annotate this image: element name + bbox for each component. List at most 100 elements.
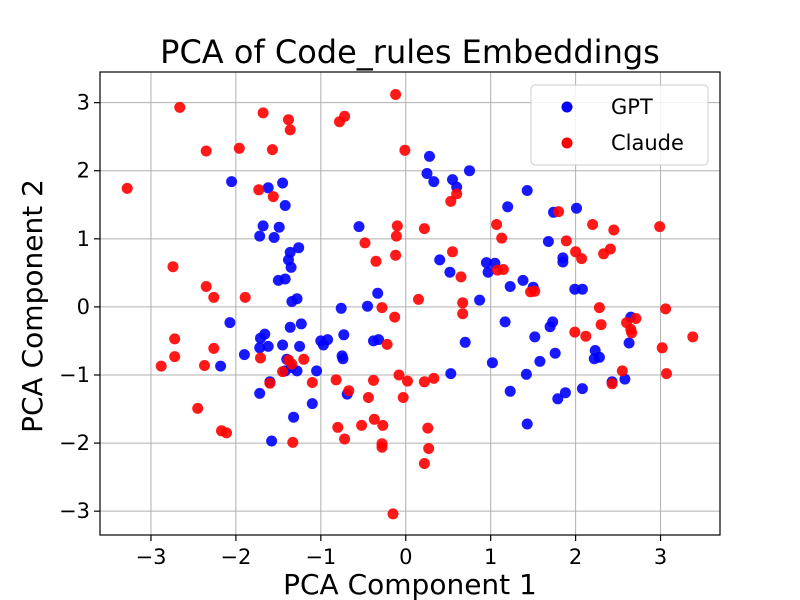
- data-point-gpt: [434, 254, 446, 266]
- data-point-claude: [553, 206, 565, 218]
- data-point-claude: [199, 360, 210, 371]
- data-point-claude: [397, 392, 409, 403]
- data-point-claude: [447, 246, 458, 258]
- data-point-claude: [660, 303, 672, 315]
- data-point-claude: [389, 311, 401, 323]
- data-point-claude: [423, 443, 435, 454]
- data-point-claude: [257, 107, 269, 119]
- data-point-gpt: [353, 221, 365, 233]
- data-point-gpt: [284, 321, 296, 333]
- data-point-claude: [399, 144, 411, 156]
- legend-label: Claude: [611, 131, 684, 155]
- data-points: [121, 89, 699, 520]
- data-point-claude: [332, 421, 344, 433]
- data-point-claude: [457, 297, 469, 309]
- data-point-claude: [587, 219, 599, 230]
- data-point-gpt: [335, 302, 347, 314]
- data-point-claude: [376, 302, 388, 314]
- y-tick-label: −1: [59, 363, 90, 387]
- data-point-claude: [656, 342, 668, 354]
- data-point-claude: [376, 441, 388, 453]
- data-point-gpt: [322, 334, 334, 346]
- data-point-gpt: [294, 340, 306, 352]
- data-point-claude: [267, 191, 279, 203]
- data-point-claude: [330, 374, 342, 386]
- data-point-claude: [616, 365, 628, 377]
- data-point-claude: [391, 220, 403, 232]
- legend-marker: [561, 101, 573, 113]
- data-point-claude: [661, 368, 672, 380]
- data-point-claude: [608, 224, 620, 236]
- data-point-claude: [593, 302, 605, 314]
- data-point-claude: [390, 89, 402, 100]
- data-point-gpt: [557, 256, 569, 268]
- data-point-gpt: [277, 177, 289, 189]
- data-point-claude: [343, 385, 355, 397]
- data-point-claude: [445, 195, 457, 207]
- data-point-gpt: [277, 339, 289, 351]
- data-point-gpt: [368, 335, 379, 347]
- data-point-gpt: [474, 294, 486, 306]
- data-point-gpt: [311, 365, 323, 377]
- data-point-gpt: [534, 355, 546, 367]
- data-point-claude: [356, 419, 368, 431]
- y-tick-label: −2: [59, 431, 90, 455]
- data-point-claude: [368, 374, 379, 386]
- data-point-claude: [418, 223, 430, 235]
- data-point-gpt: [215, 360, 227, 372]
- data-point-claude: [208, 342, 220, 354]
- data-point-gpt: [428, 176, 440, 188]
- data-point-claude: [413, 293, 424, 305]
- data-point-claude: [192, 402, 204, 414]
- data-point-claude: [569, 326, 581, 338]
- data-point-claude: [390, 230, 402, 242]
- data-point-claude: [286, 358, 298, 370]
- data-point-claude: [277, 366, 289, 378]
- data-point-gpt: [238, 349, 250, 361]
- data-point-claude: [253, 184, 265, 196]
- data-point-claude: [255, 352, 266, 364]
- data-point-gpt: [623, 337, 635, 349]
- data-point-gpt: [482, 266, 494, 278]
- data-point-claude: [687, 331, 699, 343]
- data-point-gpt: [559, 387, 571, 399]
- data-point-claude: [208, 291, 220, 303]
- data-point-gpt: [486, 357, 498, 369]
- data-point-gpt: [362, 300, 373, 312]
- data-point-claude: [174, 101, 186, 113]
- data-point-claude: [200, 281, 212, 292]
- legend-box: [530, 84, 709, 166]
- data-point-claude: [266, 144, 278, 156]
- data-point-claude: [287, 436, 299, 448]
- y-axis-label: PCA Component 2: [16, 179, 49, 433]
- data-point-claude: [457, 308, 469, 320]
- legend-item-claude: Claude: [561, 131, 684, 155]
- data-point-gpt: [517, 274, 529, 286]
- data-point-claude: [491, 219, 503, 230]
- data-point-gpt: [445, 368, 457, 380]
- data-point-claude: [284, 124, 296, 136]
- x-tick-label: −3: [135, 545, 166, 569]
- data-point-gpt: [257, 220, 269, 232]
- data-point-claude: [529, 285, 541, 297]
- data-point-claude: [169, 351, 181, 363]
- data-point-gpt: [421, 168, 433, 179]
- data-point-gpt: [279, 273, 291, 285]
- x-tick-label: 0: [399, 545, 412, 569]
- data-point-claude: [402, 375, 413, 387]
- data-point-gpt: [224, 317, 236, 329]
- data-point-claude: [428, 372, 440, 384]
- chart-title: PCA of Code_rules Embeddings: [160, 33, 660, 71]
- data-point-gpt: [293, 242, 305, 254]
- data-point-gpt: [459, 336, 471, 348]
- data-point-claude: [339, 110, 351, 122]
- data-point-claude: [418, 376, 430, 388]
- data-point-gpt: [521, 185, 533, 196]
- data-point-gpt: [552, 393, 564, 405]
- data-point-claude: [387, 508, 399, 520]
- data-point-claude: [422, 422, 434, 434]
- data-point-claude: [368, 413, 380, 425]
- data-point-claude: [418, 458, 430, 469]
- data-point-gpt: [502, 201, 514, 213]
- data-point-gpt: [499, 316, 511, 328]
